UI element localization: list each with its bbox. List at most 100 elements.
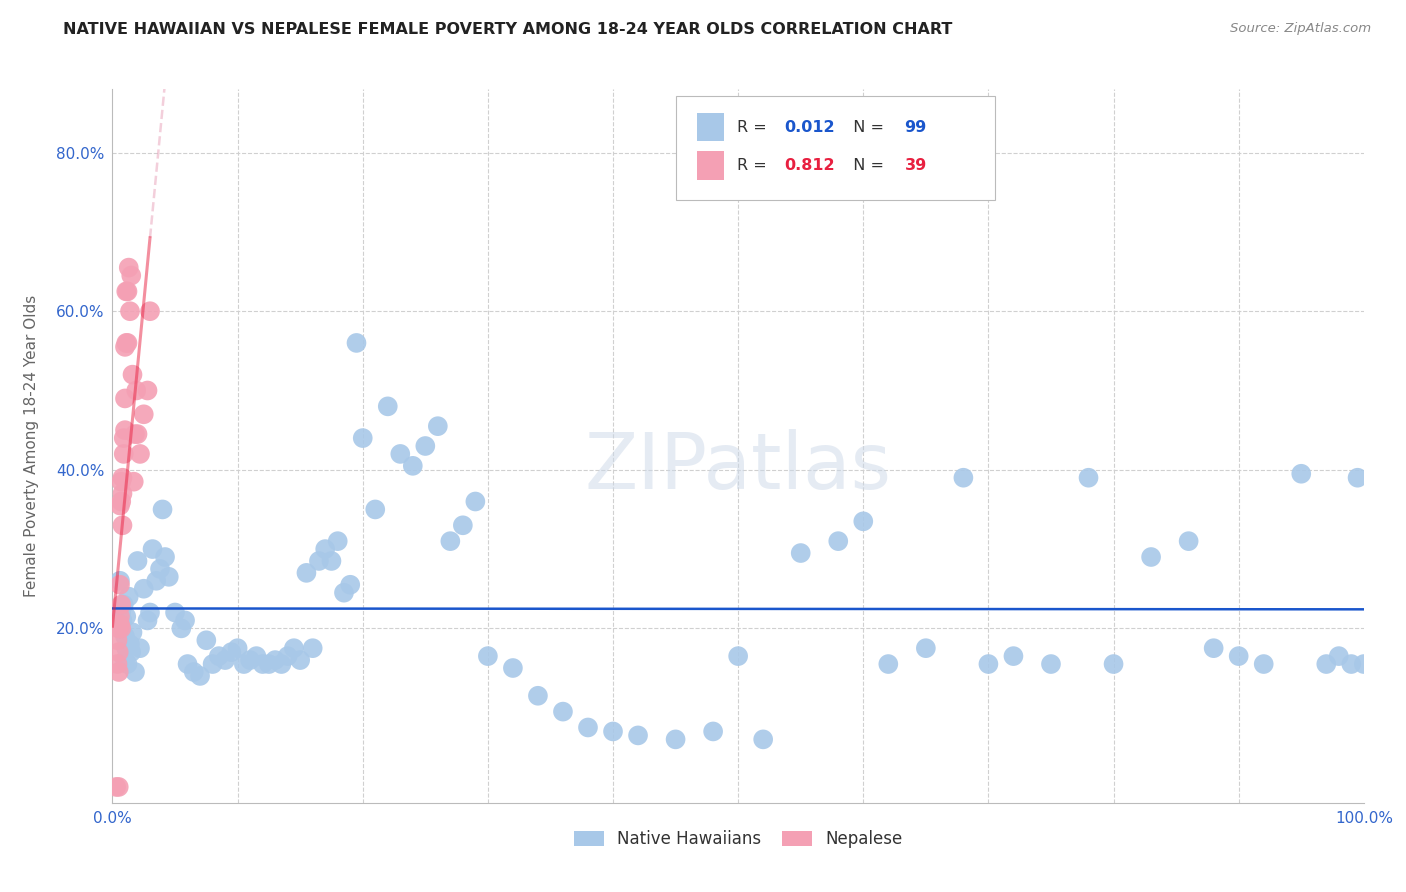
Point (122, 475, 145, 489)
Point (115, 641, 138, 656)
Point (176, 657, 198, 671)
Point (1077, 471, 1099, 485)
Point (221, 645, 243, 659)
Point (170, 621, 193, 635)
Point (112, 447, 135, 461)
Point (364, 502, 387, 516)
Point (451, 518, 474, 533)
Point (402, 458, 425, 473)
Point (108, 617, 131, 632)
Point (117, 285, 139, 299)
Point (214, 653, 236, 667)
Point (326, 534, 349, 549)
Bar (697, 152, 724, 180)
Point (439, 534, 461, 549)
Point (124, 665, 146, 679)
FancyBboxPatch shape (675, 96, 994, 200)
Point (339, 578, 361, 592)
Point (1039, 657, 1063, 671)
Point (226, 641, 249, 656)
Point (120, 268, 142, 283)
Point (139, 606, 162, 620)
Point (111, 614, 134, 628)
Point (1102, 657, 1125, 671)
Point (1140, 549, 1163, 564)
Point (115, 285, 138, 299)
Point (110, 475, 132, 489)
Point (105, 780, 128, 794)
Point (163, 606, 186, 620)
Point (108, 574, 131, 588)
Point (1002, 649, 1025, 664)
Point (136, 614, 159, 628)
Point (1340, 657, 1362, 671)
Point (132, 582, 155, 596)
Point (107, 621, 129, 635)
Point (576, 721, 599, 735)
Point (114, 629, 136, 643)
Text: Source: ZipAtlas.com: Source: ZipAtlas.com (1230, 22, 1371, 36)
Point (111, 471, 134, 485)
Text: ZIPatlas: ZIPatlas (585, 429, 891, 506)
Point (110, 606, 132, 620)
Point (1347, 471, 1369, 485)
Text: N =: N = (844, 120, 890, 135)
Point (752, 732, 775, 747)
Text: 99: 99 (904, 120, 927, 135)
Legend: Native Hawaiians, Nepalese: Native Hawaiians, Nepalese (568, 824, 908, 855)
Point (314, 542, 336, 557)
Point (627, 728, 650, 742)
Point (702, 724, 724, 739)
Point (136, 384, 159, 398)
Point (114, 340, 136, 354)
Point (1202, 641, 1225, 656)
Point (1177, 534, 1199, 549)
Point (952, 471, 974, 485)
Point (153, 549, 176, 564)
Point (118, 637, 141, 651)
Point (239, 653, 262, 667)
Point (157, 570, 180, 584)
Point (188, 669, 211, 683)
Point (118, 260, 141, 275)
Point (551, 705, 574, 719)
Text: 0.012: 0.012 (785, 120, 835, 135)
Point (790, 546, 813, 560)
Point (321, 554, 343, 568)
Point (118, 590, 141, 604)
Point (115, 609, 138, 624)
Point (183, 665, 205, 679)
Point (107, 657, 129, 671)
Point (145, 574, 167, 588)
Point (127, 427, 149, 442)
Point (1227, 649, 1250, 664)
Point (117, 335, 139, 350)
Point (232, 657, 254, 671)
Point (877, 657, 900, 671)
Point (477, 649, 499, 664)
Point (127, 554, 149, 568)
Point (208, 649, 231, 664)
Point (283, 641, 305, 656)
Point (270, 657, 292, 671)
Point (152, 502, 174, 516)
Point (174, 614, 197, 628)
Point (333, 585, 356, 599)
Point (464, 494, 486, 508)
Point (120, 645, 142, 659)
Point (121, 368, 143, 382)
Point (121, 625, 143, 640)
Point (108, 609, 131, 624)
Point (114, 653, 136, 667)
Point (257, 657, 280, 671)
Point (107, 633, 129, 648)
Point (201, 657, 224, 671)
Point (308, 554, 330, 568)
Point (915, 641, 938, 656)
Point (141, 542, 163, 557)
Point (111, 518, 134, 533)
Point (1327, 649, 1350, 664)
Point (124, 427, 146, 442)
Point (118, 304, 141, 318)
Point (117, 657, 139, 671)
